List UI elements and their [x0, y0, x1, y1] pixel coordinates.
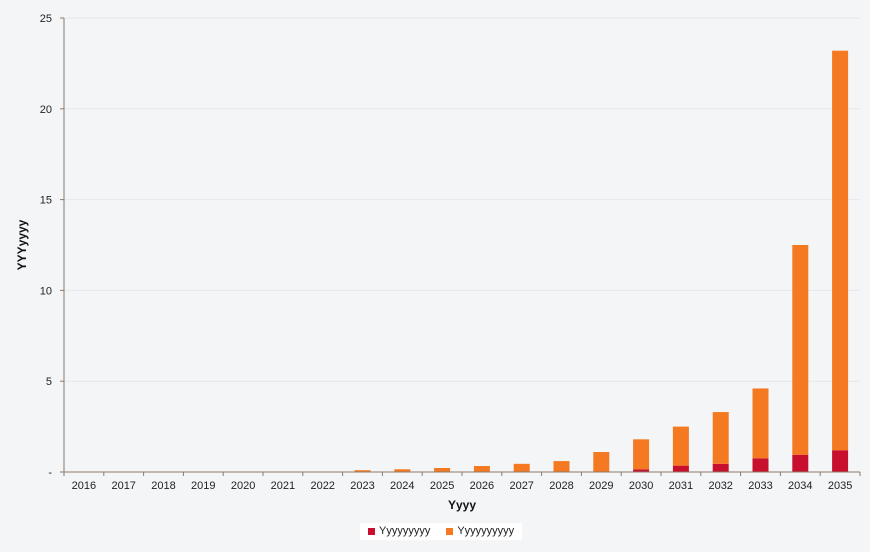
- x-tick-label: 2025: [430, 480, 454, 492]
- legend-label-series-2: Yyyyyyyyyy: [457, 525, 515, 537]
- bar-segment-series-2: [513, 463, 530, 472]
- x-tick-label: 2024: [390, 480, 414, 492]
- bar-segment-series-2: [792, 245, 809, 455]
- x-tick-labels: 2016 2017 2018 2019 2020 2021 2022 2023 2024 2025…: [63, 472, 861, 492]
- x-tick-label: 2033: [748, 480, 772, 492]
- y-axis-title: YYYyyyy: [15, 219, 29, 270]
- x-tick-label: 2023: [350, 480, 374, 492]
- bar-segment-series-1: [672, 465, 689, 472]
- bar-segment-series-2: [434, 468, 451, 472]
- x-tick-label: 2017: [111, 480, 135, 492]
- x-tick-label: 2026: [470, 480, 494, 492]
- y-tick-label: -: [48, 467, 52, 479]
- bar-segment-series-2: [473, 466, 490, 472]
- bar-segment-series-2: [672, 426, 689, 466]
- bar-segment-series-2: [553, 461, 570, 472]
- legend: Yyyyyyyyy Yyyyyyyyyy: [360, 523, 523, 540]
- bar-segment-series-1: [712, 463, 729, 472]
- x-tick-label: 2022: [310, 480, 334, 492]
- x-axis-title: Yyyy: [448, 498, 476, 512]
- x-tick-label: 2021: [271, 480, 295, 492]
- x-tick-label: 2030: [629, 480, 653, 492]
- y-tick-label: 20: [40, 104, 52, 116]
- bar-segment-series-2: [712, 412, 729, 464]
- legend-item-series-1: Yyyyyyyyy: [368, 525, 430, 537]
- bar-segment-series-2: [394, 469, 411, 472]
- bar-segment-series-2: [752, 388, 769, 459]
- x-tick-label: 2035: [828, 480, 852, 492]
- grid-lines: [64, 17, 860, 382]
- bar-segment-series-1: [633, 469, 650, 472]
- bar-segment-series-2: [832, 50, 849, 451]
- bar-segment-series-1: [752, 458, 769, 472]
- bar-segment-series-2: [633, 439, 650, 470]
- bar-segment-series-1: [832, 450, 849, 472]
- bar-segment-series-1: [792, 454, 809, 472]
- x-tick-label: 2027: [509, 480, 533, 492]
- x-tick-label: 2020: [231, 480, 255, 492]
- x-tick-label: 2019: [191, 480, 215, 492]
- x-tick-label: 2032: [708, 480, 732, 492]
- x-tick-label: 2016: [72, 480, 96, 492]
- x-tick-label: 2028: [549, 480, 573, 492]
- legend-item-series-2: Yyyyyyyyyy: [446, 525, 514, 537]
- x-tick-label: 2031: [669, 480, 693, 492]
- x-tick-label: 2029: [589, 480, 613, 492]
- legend-swatch-series-2: [446, 527, 454, 535]
- y-tick-label: 15: [40, 195, 52, 207]
- legend-swatch-series-1: [368, 527, 375, 535]
- x-tick-label: 2018: [151, 480, 175, 492]
- y-tick-label: 25: [40, 13, 52, 25]
- bar-segment-series-2: [354, 470, 371, 472]
- bars: [354, 50, 849, 472]
- bar-segment-series-2: [593, 452, 610, 472]
- x-tick-label: 2034: [788, 480, 812, 492]
- y-tick-labels: - 5 10 15 20 25: [40, 13, 64, 479]
- legend-label-series-1: Yyyyyyyyy: [379, 525, 431, 537]
- y-tick-label: 10: [40, 285, 52, 297]
- y-tick-label: 5: [46, 376, 52, 388]
